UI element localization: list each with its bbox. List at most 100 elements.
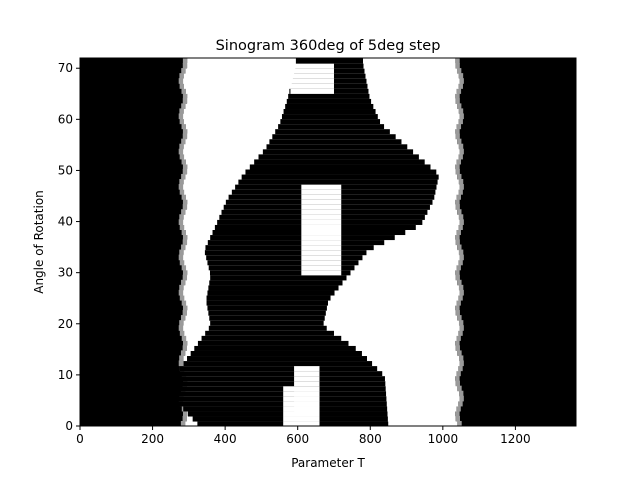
strand-row xyxy=(295,58,364,64)
boundary-fade-left xyxy=(178,219,184,225)
boundary-fade-left xyxy=(181,103,186,110)
boundary-fade-right xyxy=(455,168,460,175)
boundary-fade-right xyxy=(459,254,464,261)
strand-row xyxy=(210,274,347,281)
strand-hole xyxy=(301,204,342,210)
boundary-fade-right xyxy=(455,375,460,382)
strand-row xyxy=(208,284,339,291)
strand-hole xyxy=(301,244,342,251)
boundary-fade-left xyxy=(182,199,188,205)
boundary-fade-left xyxy=(181,209,186,215)
strand-row xyxy=(206,299,328,306)
boundary-fade-right xyxy=(459,395,464,402)
boundary-fade-right xyxy=(459,289,464,296)
boundary-fade-left xyxy=(182,133,188,140)
boundary-fade-right xyxy=(456,335,461,341)
boundary-fade-left xyxy=(178,78,184,84)
strand-hole xyxy=(283,385,320,392)
boundary-fade-right xyxy=(455,310,460,316)
boundary-fade-right xyxy=(459,390,464,397)
boundary-fade-right xyxy=(457,350,462,357)
boundary-fade-right xyxy=(459,184,464,190)
boundary-fade-left xyxy=(181,279,186,286)
plot-area xyxy=(80,58,576,426)
boundary-fade-left xyxy=(182,168,188,175)
strand-row xyxy=(286,98,372,104)
boundary-fade-right xyxy=(455,269,460,276)
strand-row xyxy=(205,330,334,336)
strand-hole xyxy=(283,420,320,426)
y-tick-label: 60 xyxy=(58,112,73,126)
boundary-fade-left xyxy=(182,305,188,311)
strand-row xyxy=(174,380,386,387)
strand-row xyxy=(283,108,376,115)
y-tick-label: 50 xyxy=(58,163,73,177)
boundary-fade-left xyxy=(182,93,188,99)
boundary-fade-right xyxy=(456,264,461,271)
strand-row xyxy=(176,370,383,377)
boundary-fade-left xyxy=(181,335,187,341)
strand-row xyxy=(174,375,385,382)
boundary-fade-right xyxy=(457,420,462,426)
boundary-fade-left xyxy=(182,128,188,135)
boundary-fade-left xyxy=(179,118,185,125)
boundary-fade-right xyxy=(458,249,464,256)
strand-hole xyxy=(294,370,320,377)
strand-hole xyxy=(290,68,334,74)
boundary-fade-left xyxy=(181,299,187,306)
strand-hole xyxy=(290,73,334,79)
boundary-fade-right xyxy=(455,415,461,422)
x-tick-label: 200 xyxy=(141,432,164,446)
boundary-fade-left xyxy=(181,229,186,236)
strand-hole xyxy=(301,259,342,266)
boundary-fade-left xyxy=(179,355,184,362)
strand-row xyxy=(175,385,386,392)
boundary-fade-left xyxy=(178,254,184,261)
strand-hole xyxy=(294,375,320,382)
strand-row xyxy=(175,395,387,402)
boundary-fade-right xyxy=(459,355,464,362)
strand-row xyxy=(179,365,378,372)
boundary-fade-left xyxy=(182,410,188,417)
boundary-fade-right xyxy=(458,284,464,291)
boundary-fade-left xyxy=(179,294,185,301)
boundary-fade-right xyxy=(458,153,463,160)
boundary-fade-left xyxy=(180,350,186,357)
boundary-fade-right xyxy=(458,83,463,89)
boundary-fade-left xyxy=(178,113,184,120)
strand-row xyxy=(249,163,431,170)
strand-row xyxy=(281,113,378,120)
boundary-fade-right xyxy=(457,138,462,145)
boundary-fade-right xyxy=(456,88,462,94)
boundary-fade-right xyxy=(458,73,464,79)
strand-row xyxy=(175,390,387,397)
y-tick-label: 30 xyxy=(58,266,73,280)
strand-row xyxy=(258,153,419,160)
x-axis-label: Parameter T xyxy=(291,456,365,470)
boundary-fade-left xyxy=(178,360,184,367)
strand-row xyxy=(245,168,437,175)
boundary-fade-left xyxy=(179,178,184,185)
heatmap-rows xyxy=(174,58,464,426)
strand-row xyxy=(208,325,327,331)
boundary-fade-left xyxy=(180,420,186,426)
boundary-fade-left xyxy=(179,73,184,79)
boundary-fade-right xyxy=(456,194,461,200)
x-tick-label: 1200 xyxy=(500,432,531,446)
strand-hole xyxy=(301,219,342,225)
boundary-fade-right xyxy=(456,405,461,412)
boundary-fade-right xyxy=(455,133,460,140)
y-tick-label: 0 xyxy=(65,419,73,433)
strand-hole xyxy=(301,269,342,276)
strand-row xyxy=(190,350,362,357)
boundary-fade-left xyxy=(179,214,184,220)
plot-frame xyxy=(79,57,577,427)
chart-title: Sinogram 360deg of 5deg step xyxy=(216,38,441,54)
boundary-fade-left xyxy=(181,68,186,74)
strand-hole xyxy=(301,199,342,205)
boundary-fade-right xyxy=(456,229,461,236)
strand-row xyxy=(207,239,385,246)
boundary-fade-left xyxy=(182,234,188,241)
boundary-fade-left xyxy=(181,244,186,251)
